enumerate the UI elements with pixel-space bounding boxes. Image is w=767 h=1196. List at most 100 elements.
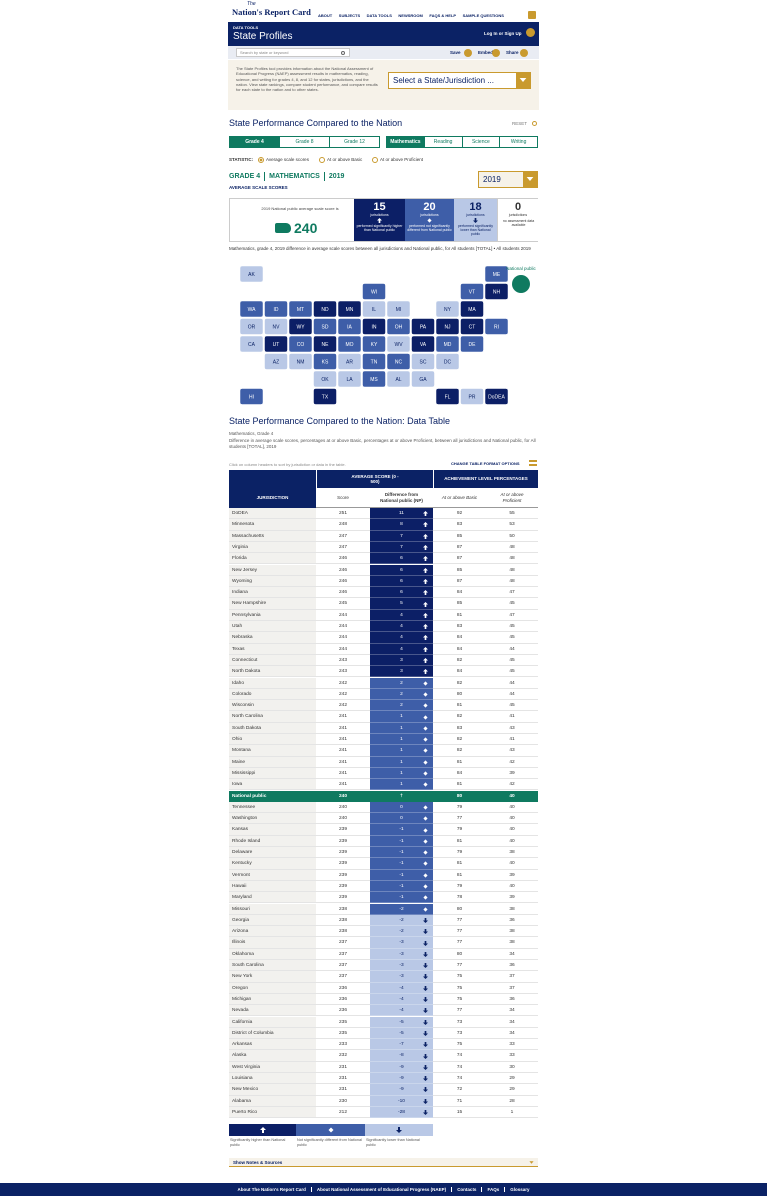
state-select[interactable]: Select a State/Jurisdiction ... [388, 72, 531, 89]
jurisdiction-cell[interactable]: North Dakota [229, 666, 316, 678]
nav-link[interactable]: SUBJECTS [338, 13, 361, 18]
score-cell: 241 [316, 779, 370, 791]
difference-cell: 0 [370, 801, 433, 814]
embed-button[interactable]: Embed [478, 49, 494, 55]
jurisdiction-cell[interactable]: Georgia [229, 914, 316, 927]
caret-shape [519, 78, 527, 82]
state-tile [460, 388, 484, 405]
difference-cell: -1 [370, 847, 433, 859]
jurisdiction-cell[interactable]: South Carolina [229, 960, 316, 972]
jurisdiction-cell[interactable]: South Dakota [229, 722, 316, 734]
jurisdiction-cell[interactable]: Wisconsin [229, 700, 316, 712]
jurisdiction-cell[interactable]: Florida [229, 553, 316, 565]
year-select[interactable]: 2019 [478, 171, 538, 188]
jurisdiction-cell[interactable]: New Hampshire [229, 598, 316, 610]
jurisdiction-cell[interactable]: Rhode Island [229, 835, 316, 847]
jurisdiction-cell[interactable]: Indiana [229, 587, 316, 599]
radio[interactable] [372, 156, 378, 163]
jurisdiction-cell[interactable]: Texas [229, 643, 316, 655]
jurisdiction-cell[interactable]: Hawaii [229, 880, 316, 893]
basic-cell: 78 [433, 892, 486, 904]
diamond-shape [423, 816, 428, 821]
jurisdiction-cell[interactable]: Puerto Rico [229, 1106, 316, 1119]
jurisdiction-cell[interactable]: Mississippi [229, 767, 316, 780]
jurisdiction-cell[interactable]: Montana [229, 745, 316, 757]
jurisdiction-cell[interactable]: Alabama [229, 1095, 316, 1107]
login-link[interactable]: Log In or Sign Up [484, 31, 522, 36]
jurisdiction-cell[interactable]: Colorado [229, 688, 316, 701]
jurisdiction-cell[interactable]: Tennessee [229, 801, 316, 814]
jurisdiction-cell[interactable]: Utah [229, 621, 316, 633]
footer-link[interactable]: About The Nation's Report Card [237, 1187, 306, 1192]
jurisdiction-cell[interactable]: California [229, 1016, 316, 1028]
radio[interactable] [258, 156, 264, 163]
save-button[interactable]: Save [450, 49, 461, 55]
basic-cell: 80 [433, 949, 486, 960]
jurisdiction-cell[interactable]: District of Columbia [229, 1027, 316, 1040]
footer-link[interactable]: Glossary [504, 1187, 534, 1192]
tab[interactable]: Grade 4 [230, 137, 279, 147]
footer-link[interactable]: Contacts [451, 1187, 481, 1192]
jurisdiction-cell[interactable]: Connecticut [229, 654, 316, 667]
jurisdiction-cell[interactable]: Arkansas [229, 1039, 316, 1051]
menu-button[interactable] [528, 11, 536, 19]
jurisdiction-cell[interactable]: New Jersey [229, 564, 316, 576]
tab[interactable]: Grade 12 [329, 137, 379, 147]
jurisdiction-cell[interactable]: Illinois [229, 937, 316, 949]
down-icon [423, 1008, 428, 1014]
score-cell: 241 [316, 757, 370, 768]
nav-link[interactable]: SAMPLE QUESTIONS [462, 13, 504, 18]
jurisdiction-cell[interactable]: Massachusetts [229, 530, 316, 542]
share-button[interactable]: Share [506, 49, 519, 55]
jurisdiction-cell[interactable]: Iowa [229, 779, 316, 791]
jurisdiction-cell[interactable]: Arizona [229, 926, 316, 938]
jurisdiction-cell[interactable]: Ohio [229, 734, 316, 746]
jurisdiction-cell[interactable]: New York [229, 971, 316, 983]
nav-link[interactable]: ABOUT [318, 13, 333, 18]
reset-button[interactable]: RESET [512, 121, 528, 126]
state-tile [435, 353, 460, 370]
jurisdiction-cell[interactable]: National public [232, 793, 267, 799]
jurisdiction-cell[interactable]: Nebraska [229, 632, 316, 644]
search-box[interactable]: Search by state or keyword [236, 48, 350, 57]
basic-cell: 80 [456, 793, 463, 799]
jurisdiction-cell[interactable]: Alaska [229, 1050, 316, 1062]
jurisdiction-cell[interactable]: Minnesota [229, 519, 316, 531]
jurisdiction-cell[interactable]: Delaware [229, 847, 316, 859]
jurisdiction-cell[interactable]: Missouri [229, 903, 316, 915]
jurisdiction-cell[interactable]: Vermont [229, 869, 316, 881]
tab[interactable]: Reading [423, 137, 462, 147]
jurisdiction-cell[interactable]: North Carolina [229, 711, 316, 723]
nav-link[interactable]: DATA TOOLS [366, 13, 392, 18]
jurisdiction-cell[interactable]: DoDEA [229, 508, 316, 520]
nav-link[interactable]: FAQS & HELP [429, 13, 457, 18]
jurisdiction-cell[interactable]: Louisiana [229, 1073, 316, 1085]
footer-link[interactable]: About National Assessment of Educational… [310, 1187, 451, 1192]
jurisdiction-cell[interactable]: Oklahoma [229, 948, 316, 960]
tab[interactable]: Writing [499, 137, 537, 147]
tab[interactable]: Science [461, 137, 500, 147]
tab[interactable]: Grade 8 [279, 137, 329, 147]
jurisdiction-cell[interactable]: Maine [229, 756, 316, 768]
jurisdiction-cell[interactable]: West Virginia [229, 1061, 316, 1073]
jurisdiction-cell[interactable]: Virginia [229, 541, 316, 554]
format-options[interactable]: CHANGE TABLE FORMAT OPTIONS [451, 461, 520, 466]
radio[interactable] [319, 156, 325, 163]
jurisdiction-cell[interactable]: Idaho [229, 677, 316, 689]
jurisdiction-cell[interactable]: Michigan [229, 993, 316, 1006]
proficient-cell: 37 [486, 971, 538, 983]
jurisdiction-cell[interactable]: Nevada [229, 1005, 316, 1017]
jurisdiction-cell[interactable]: Pennsylvania [229, 609, 316, 621]
footer-link[interactable]: FAQs [481, 1187, 504, 1192]
jurisdiction-cell[interactable]: New Mexico [229, 1084, 316, 1096]
jurisdiction-cell[interactable]: Wyoming [229, 575, 316, 588]
jurisdiction-cell[interactable]: Maryland [229, 892, 316, 904]
jurisdiction-cell[interactable]: Kentucky [229, 858, 316, 870]
jurisdiction-cell[interactable]: Oregon [229, 982, 316, 994]
diamond-icon [423, 726, 428, 731]
nav-link[interactable]: NEWSROOM [398, 13, 423, 18]
notes-bar[interactable]: Show Notes & Sources [229, 1158, 538, 1168]
tab[interactable]: Mathematics [387, 137, 424, 147]
jurisdiction-cell[interactable]: Kansas [229, 824, 316, 836]
jurisdiction-cell[interactable]: Washington [229, 813, 316, 825]
